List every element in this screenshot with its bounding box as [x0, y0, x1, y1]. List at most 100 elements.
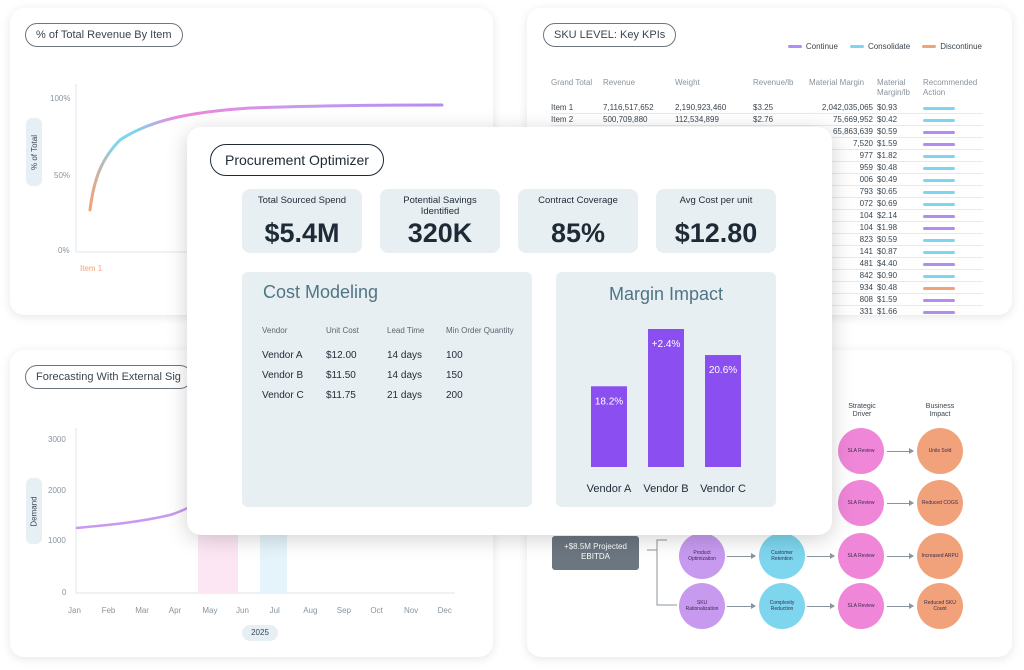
kpi-avg-cost-per-unit: Avg Cost per unit $12.80 [656, 189, 776, 253]
sku-cell-mm: 331 [809, 305, 877, 315]
ytick-3000: 3000 [48, 435, 66, 444]
revenue-ylabel: % of Total [26, 118, 42, 186]
legend-label: Consolidate [867, 42, 911, 51]
category-label: Vendor A [587, 483, 632, 495]
sku-cell-action [923, 102, 983, 115]
margin-impact-panel: Margin Impact 18.2% Vendor A +2.4% Vendor B… [556, 272, 776, 507]
kpi-contract-coverage: Contract Coverage 85% [518, 189, 638, 253]
sku-cell-action [923, 161, 983, 175]
cost-modeling-table: Vendor Unit Cost Lead Time Min Order Quanti… [262, 326, 526, 409]
sku-cell-rpl: $3.25 [753, 102, 809, 115]
action-indicator [923, 130, 955, 134]
month-tick: Mar [135, 606, 149, 615]
sku-cell-mm: 2,042,035,065 [809, 102, 877, 115]
sku-cell-wt: 112,534,899 [675, 113, 753, 127]
sku-cell-mml: $0.42 [877, 113, 923, 127]
cost-col-header: Vendor [262, 326, 288, 335]
action-indicator [923, 238, 955, 242]
sku-cell-action [923, 281, 983, 295]
impact-reduced-sku-count: Reduced SKU Count [917, 583, 963, 629]
month-tick: Jul [269, 606, 280, 615]
ytick-1000: 1000 [48, 536, 66, 545]
ebitda-box: +$8.5M Projected EBITDA [552, 536, 639, 570]
sku-cell-action [923, 197, 983, 211]
sku-cell-rev: 7,116,517,652 [603, 102, 675, 115]
kpi-label: Avg Cost per unit [679, 195, 753, 206]
sku-cell-mm: 75,669,952 [809, 113, 877, 127]
procurement-optimizer-card: Procurement Optimizer Total Sourced Spen… [187, 127, 832, 535]
impact-increased-arpu: Increased ARPU [917, 533, 963, 579]
impact-reduced-cogs: Reduced COGS [917, 480, 963, 526]
sku-cell-mml: $0.48 [877, 161, 923, 175]
sku-col-header: Grand Total [551, 78, 593, 87]
category-label: Vendor B [643, 483, 688, 495]
cost-cell: 150 [446, 369, 463, 381]
bar-vendor-c [705, 355, 741, 467]
sku-cell-mml: $1.59 [877, 293, 923, 307]
sku-cell-action [923, 257, 983, 271]
bar-vendor-b [648, 329, 684, 467]
sku-cell-action [923, 185, 983, 199]
table-row: Vendor B $11.50 14 days 150 [262, 369, 526, 389]
tick-0: 0% [58, 246, 70, 255]
tree-connectors [647, 539, 677, 606]
table-row: Vendor A $12.00 14 days 100 [262, 349, 526, 369]
legend-item: Discontinue [922, 42, 982, 51]
sku-cell-action [923, 209, 983, 223]
arrow [727, 553, 756, 559]
action-indicator [923, 178, 955, 182]
sku-col-header: Material Margin/lb [877, 78, 910, 97]
arrow [887, 448, 914, 454]
arrow [727, 603, 756, 609]
sku-cell-action [923, 233, 983, 247]
kpi-label: Total Sourced Spend [257, 195, 347, 206]
month-tick: Oct [370, 606, 383, 615]
legend-swatch [922, 45, 937, 48]
action-indicator [923, 106, 955, 110]
bar-value-label: 20.6% [709, 365, 737, 376]
sku-cell-action [923, 149, 983, 163]
kpi-value: $12.80 [674, 218, 758, 248]
sku-cell-mml: $0.93 [877, 102, 923, 115]
action-indicator [923, 118, 955, 122]
sku-cell-action [923, 293, 983, 307]
kpi-value: 85% [550, 218, 606, 248]
kpi-value: $5.4M [264, 218, 340, 248]
revenue-card-title: % of Total Revenue By Item [25, 23, 183, 47]
month-tick: Dec [437, 606, 452, 615]
sku-cell-mml: $0.90 [877, 269, 923, 283]
category-label: Vendor C [700, 483, 746, 495]
kpi-potential-savings: Potential Savings Identified 320K [380, 189, 500, 253]
month-tick: Aug [303, 606, 318, 615]
table-row: Item 2 500,709,880 112,534,899 $2.76 75,669,… [551, 113, 983, 127]
sku-col-header: Recommended Action [923, 78, 978, 97]
action-indicator [923, 286, 955, 290]
mid-complexity-reduction: Complexity Reduction [759, 583, 805, 629]
cost-col-header: Min Order Quantity [446, 326, 514, 335]
sku-cell-mml: $1.98 [877, 221, 923, 235]
driver-sla-4: SLA Review [838, 583, 884, 629]
month-tick: Sep [336, 606, 352, 615]
bar-value-label: 18.2% [595, 396, 623, 407]
action-indicator [923, 262, 955, 266]
sku-col-header: Revenue [603, 78, 636, 87]
col-header-driver: Strategic Driver [848, 403, 876, 418]
col-header-impact: Business Impact [925, 403, 955, 418]
sku-cell-mml: $1.59 [877, 137, 923, 151]
sku-cell-action [923, 305, 983, 315]
kpi-label: Contract Coverage [538, 195, 618, 206]
sku-cell-mml: $0.69 [877, 197, 923, 211]
sku-cell-action [923, 221, 983, 235]
action-indicator [923, 166, 955, 170]
sku-cell-rev: 500,709,880 [603, 113, 675, 127]
year-chip: 2025 [242, 625, 278, 641]
cost-cell: 200 [446, 389, 463, 401]
impact-units-sold: Units Sold [917, 428, 963, 474]
sku-cell-action [923, 125, 983, 139]
kpi-value: 320K [407, 218, 473, 248]
cost-cell: Vendor C [262, 389, 304, 401]
arrow [887, 553, 914, 559]
sku-cell-wt: 2,190,923,460 [675, 102, 753, 115]
month-tick: Jun [236, 606, 249, 615]
action-indicator [923, 142, 955, 146]
